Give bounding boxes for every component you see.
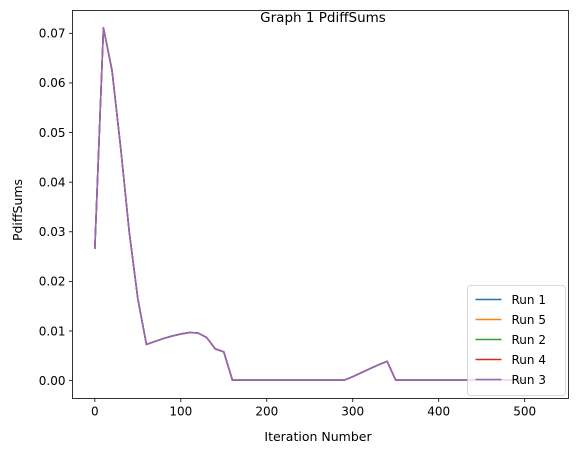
y-tick-label: 0.04: [39, 175, 66, 189]
y-axis-ticks: 0.00 0.01 0.02 0.03 0.04 0.05 0.06 0.07: [39, 27, 73, 388]
x-tick-label: 100: [169, 405, 192, 419]
y-tick-label: 0.03: [39, 225, 66, 239]
legend-label-4: Run 4: [512, 353, 546, 367]
chart-title: Graph 1 PdiffSums: [260, 10, 386, 26]
x-tick-label: 300: [341, 405, 364, 419]
legend-label-1: Run 1: [512, 293, 546, 307]
series-line-5: [95, 28, 525, 380]
series-layer: [95, 28, 525, 380]
x-tick-label: 0: [91, 405, 99, 419]
series-line-3: [95, 28, 525, 380]
series-line-4: [95, 28, 525, 380]
legend: Run 1 Run 5 Run 2 Run 4 Run 3: [468, 286, 566, 396]
x-tick-label: 500: [513, 405, 536, 419]
series-line-2: [95, 28, 525, 380]
x-tick-label: 400: [427, 405, 450, 419]
series-line-1: [95, 28, 525, 380]
y-axis-label: PdiffSums: [10, 179, 25, 241]
x-tick-label: 200: [255, 405, 278, 419]
legend-label-2: Run 5: [512, 313, 546, 327]
x-axis-label: Iteration Number: [264, 429, 372, 444]
y-tick-label: 0.06: [39, 76, 66, 90]
legend-label-5: Run 3: [512, 373, 546, 387]
legend-label-3: Run 2: [512, 333, 546, 347]
y-tick-label: 0.05: [39, 126, 66, 140]
y-tick-label: 0.07: [39, 27, 66, 41]
x-axis-ticks: 0 100 200 300 400 500: [91, 399, 536, 419]
y-tick-label: 0.02: [39, 275, 66, 289]
y-tick-label: 0.01: [39, 324, 66, 338]
y-tick-label: 0.00: [39, 374, 66, 388]
